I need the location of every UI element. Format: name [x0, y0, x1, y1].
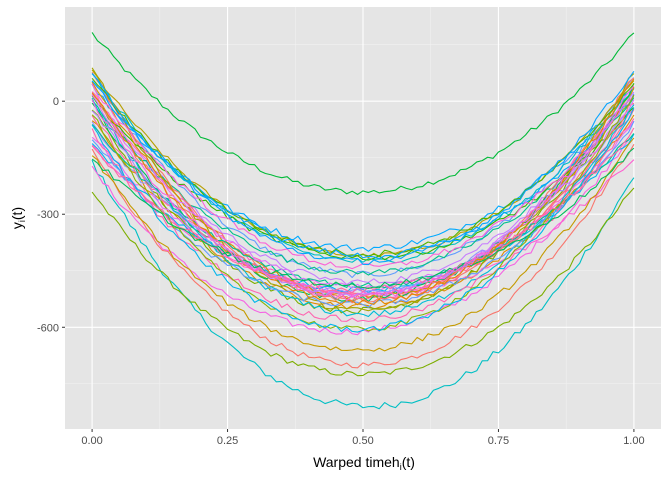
x-tick-label: 0.00	[81, 435, 102, 447]
series-line-30	[91, 94, 635, 290]
series-line-1	[91, 32, 635, 195]
series-line-40	[91, 71, 635, 266]
series-line-3	[91, 187, 635, 377]
y-axis-title-sub: i	[17, 220, 27, 222]
series-line-36	[91, 107, 635, 333]
y-tick-label: -300	[37, 209, 59, 221]
y-tick-label: -600	[37, 322, 59, 334]
series-line-32	[91, 77, 635, 257]
x-axis-title: Warped timehi(t)	[313, 454, 415, 472]
x-tick-label: 0.75	[488, 435, 509, 447]
series-line-15	[91, 73, 635, 264]
y-axis-title-main: y	[9, 222, 25, 229]
y-axis-title-arg: (t)	[9, 207, 25, 220]
y-tick-label: 0	[53, 96, 59, 108]
series-line-13	[91, 88, 635, 315]
y-axis: 0 -300 -600	[37, 96, 65, 334]
series-line-29	[91, 123, 635, 289]
x-tick-label: 0.50	[352, 435, 373, 447]
x-axis-title-fn: h	[392, 454, 400, 470]
series-line-5	[91, 133, 635, 336]
series-line-35	[91, 94, 635, 332]
x-tick-label: 0.25	[217, 435, 238, 447]
series-line-21	[91, 95, 635, 261]
x-axis: 0.00 0.25 0.50 0.75 1.00	[81, 429, 645, 447]
series-line-41	[91, 147, 635, 289]
y-axis-title: yi(t)	[9, 207, 27, 229]
series-lines	[91, 32, 635, 410]
series-line-33	[91, 80, 635, 260]
x-axis-title-sub: i	[400, 462, 402, 472]
x-axis-title-main: Warped time	[313, 454, 392, 470]
series-line-39	[91, 127, 635, 294]
series-line-38	[91, 91, 635, 299]
x-axis-title-arg: (t)	[402, 454, 415, 470]
series-line-42	[91, 85, 635, 302]
series-line-4	[91, 144, 635, 369]
x-tick-label: 1.00	[623, 435, 644, 447]
series-line-27	[91, 137, 635, 352]
